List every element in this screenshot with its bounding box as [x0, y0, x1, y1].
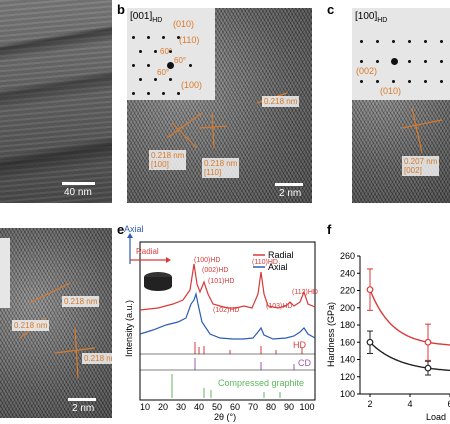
svg-text:(100)HD: (100)HD	[194, 257, 220, 264]
panel-b-label: b	[117, 2, 125, 17]
scale-bar	[62, 182, 95, 185]
svg-text:(102)HD: (102)HD	[213, 307, 239, 314]
index-label: (010)	[173, 19, 195, 29]
y-tick-label: 120	[340, 372, 355, 382]
panel-a-tem-image: 40 nm	[0, 0, 112, 203]
data-point	[424, 364, 432, 372]
x-tick-labels: 2 4 6	[367, 394, 450, 409]
panel-b-tem-image: [001]HD (010) (110) (100) 60° 60° 60° 0.…	[127, 8, 312, 203]
lattice-spacing-label: 0.218 nm [100]	[149, 150, 187, 170]
scale-bar-label: 2 nm	[72, 403, 95, 414]
zone-axis-label: [100]HD	[355, 11, 388, 24]
y-tick-label: 140	[340, 355, 355, 365]
lattice-spacing-label: 0.218 nm [110]	[202, 158, 240, 178]
y-tick-label: 240	[340, 268, 355, 278]
index-label: (010)	[380, 86, 402, 96]
peak-labels: (100)HD (002)HD (101)HD (110)HD (102)HD …	[194, 257, 318, 314]
angle-label: 60°	[160, 47, 173, 56]
svg-text:90: 90	[284, 402, 294, 412]
hd-ref-label: HD	[293, 340, 306, 350]
svg-text:(002)HD: (002)HD	[202, 267, 228, 274]
lattice-spacing-label: 0.218 nm	[262, 96, 300, 107]
zone-axis-label: [001]HD	[130, 11, 163, 24]
series-1	[366, 330, 450, 376]
center-spot	[167, 62, 174, 69]
y-tick-label: 260	[340, 251, 355, 261]
data-point	[366, 286, 374, 294]
x-axis-label: 2θ (°)	[214, 412, 236, 422]
lattice-annotation-lines	[166, 92, 288, 149]
y-tick-label: 220	[340, 286, 355, 296]
panel-f-label: f	[327, 222, 332, 237]
data-point	[424, 338, 432, 346]
radial-spectrum-line	[139, 263, 316, 311]
diffraction-inset-partial	[0, 238, 10, 308]
x-axis-label: Load	[426, 412, 446, 422]
svg-text:40: 40	[194, 402, 204, 412]
svg-text:100: 100	[299, 402, 314, 412]
center-spot	[391, 58, 398, 65]
svg-text:80: 80	[266, 402, 276, 412]
svg-text:20: 20	[158, 402, 168, 412]
fit-curve	[369, 289, 450, 346]
x-tick-label: 4	[407, 399, 412, 409]
panel-c-label: c	[327, 2, 335, 17]
lattice-spacing-label: 0.218 nm	[12, 320, 50, 331]
hardness-chart: Hardness (GPa) Load 10012014016018020022…	[326, 251, 450, 422]
angle-label: 60°	[157, 68, 170, 77]
y-tick-label: 100	[340, 389, 355, 399]
y-tick-label: 180	[340, 320, 355, 330]
radial-arrow-label: Radial	[136, 247, 159, 256]
scale-bar	[68, 398, 96, 401]
scale-bar-label: 40 nm	[64, 187, 92, 198]
axial-spectrum-line	[139, 291, 316, 340]
lattice-annotation-lines	[401, 107, 443, 154]
fit-curve	[369, 341, 450, 372]
svg-text:10: 10	[140, 402, 150, 412]
svg-text:(112)HD: (112)HD	[292, 289, 318, 296]
diffraction-inset: [100]HD (002) (010)	[352, 8, 450, 100]
cd-ref-label: CD	[298, 358, 311, 368]
y-tick-labels: 100 120 140 160 180 200 220 240 260	[340, 251, 360, 399]
series-0	[366, 268, 450, 361]
y-tick-label: 160	[340, 337, 355, 347]
y-tick-label: 200	[340, 303, 355, 313]
svg-text:(110)HD: (110)HD	[252, 259, 278, 266]
svg-text:(101)HD: (101)HD	[208, 278, 234, 285]
lattice-spacing-label: 0.207 nm [002]	[402, 156, 440, 176]
scale-bar-label: 2 nm	[279, 188, 302, 199]
x-tick-label: 2	[367, 399, 372, 409]
lattice-spacing-label: 0.218 nm	[82, 353, 112, 364]
x-tick-labels: 10 20 30 40 50 60 70 80 90 100	[140, 402, 315, 412]
lattice-spacing-label: 0.218 nm	[62, 296, 100, 307]
svg-text:30: 30	[176, 402, 186, 412]
index-label: (002)	[356, 66, 378, 76]
svg-text:60: 60	[230, 402, 240, 412]
angle-label: 60°	[174, 56, 187, 65]
panel-e-label: e	[117, 222, 125, 237]
panel-d-tem-image: 0.218 nm 0.218 nm 0.218 nm 2 nm	[0, 228, 112, 418]
scale-bar	[275, 183, 303, 186]
index-label: (110)	[179, 35, 200, 45]
x-tick-label: 6	[447, 399, 450, 409]
data-point	[366, 338, 374, 346]
y-axis-label: Hardness (GPa)	[326, 302, 336, 367]
index-label: (100)	[181, 80, 203, 90]
graphite-ref-label: Compressed graphite	[218, 378, 304, 388]
xrd-spectrum-chart: Axial Radial Radial Axial HD CD Compress…	[124, 224, 318, 422]
axial-arrow-label: Axial	[124, 224, 144, 234]
svg-text:(103)HD: (103)HD	[266, 303, 292, 310]
svg-text:50: 50	[212, 402, 222, 412]
y-axis-label: Intensity (a.u.)	[124, 300, 134, 357]
panel-c-tem-image: [100]HD (002) (010) 0.207 nm [002]	[352, 8, 450, 203]
legend-axial: Axial	[268, 262, 288, 272]
diffraction-inset: [001]HD (010) (110) (100) 60° 60° 60°	[127, 8, 215, 100]
svg-text:70: 70	[248, 402, 258, 412]
legend-radial: Radial	[268, 250, 294, 260]
